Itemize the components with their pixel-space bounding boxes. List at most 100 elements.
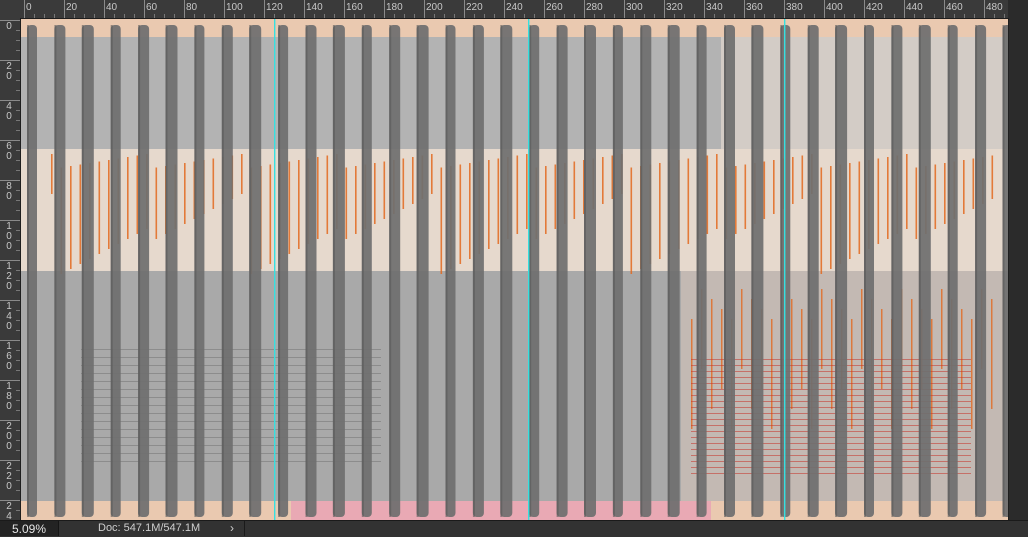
gray-stick-shadow	[445, 25, 448, 517]
ruler-top-minor-tick	[134, 14, 135, 18]
ruler-top-major-tick	[624, 0, 625, 18]
ruler-left-minor-tick	[16, 240, 20, 241]
gray-stick-shadow	[500, 25, 503, 517]
gray-stick-shadow	[249, 25, 252, 517]
ruler-top-minor-tick	[514, 14, 515, 18]
ruler-left-label: 80	[6, 181, 12, 202]
ruler-top-minor-tick	[534, 14, 535, 18]
ruler-top-major-tick	[904, 0, 905, 18]
red-grid-line	[691, 419, 971, 420]
ruler-top-minor-tick	[974, 14, 975, 18]
ruler-top-minor-tick	[254, 14, 255, 18]
ruler-top-minor-tick	[164, 14, 165, 18]
orange-streak-lower	[831, 299, 833, 409]
ruler-left-minor-tick	[16, 230, 20, 231]
ruler-top-label: 300	[626, 2, 643, 13]
ruler-top-label: 60	[146, 2, 158, 13]
orange-streak	[554, 164, 557, 229]
ruler-top-minor-tick	[634, 14, 635, 18]
document-canvas[interactable]	[21, 19, 1008, 520]
orange-streak	[127, 157, 129, 239]
ruler-left-major-tick	[0, 500, 20, 501]
red-grid-line	[691, 413, 971, 414]
orange-streak-lower	[941, 289, 943, 369]
gray-stick	[221, 25, 233, 517]
orange-streak-lower	[881, 309, 883, 389]
ruler-origin-corner[interactable]	[0, 0, 21, 19]
ruler-top-major-tick	[944, 0, 945, 18]
ruler-top-minor-tick	[844, 14, 845, 18]
orange-streak	[469, 163, 471, 259]
ruler-top-minor-tick	[604, 14, 605, 18]
ruler-top-minor-tick	[434, 14, 435, 18]
orange-streak	[630, 167, 633, 274]
ruler-left-minor-tick	[16, 400, 20, 401]
orange-streak	[288, 161, 291, 254]
ruler-left-minor-tick	[16, 330, 20, 331]
gray-stick	[696, 25, 707, 517]
orange-streak	[906, 154, 908, 229]
ruler-top-minor-tick	[474, 14, 475, 18]
ruler-left-minor-tick	[16, 480, 20, 481]
ruler-top-minor-tick	[494, 14, 495, 18]
gray-stick-shadow	[81, 25, 84, 517]
ruler-left-minor-tick	[16, 360, 20, 361]
gray-stick-shadow	[667, 25, 670, 517]
ruler-left-minor-tick	[16, 310, 20, 311]
ruler-left-minor-tick	[16, 170, 20, 171]
ruler-top-label: 0	[26, 2, 32, 13]
ruler-top-major-tick	[24, 0, 25, 18]
ruler-top-minor-tick	[74, 14, 75, 18]
ruler-top-label: 180	[386, 2, 403, 13]
ruler-left-label: 200	[6, 421, 12, 452]
ruler-top-major-tick	[464, 0, 465, 18]
ruler-top-minor-tick	[834, 14, 835, 18]
ruler-left-label: 220	[6, 461, 12, 492]
orange-streak	[193, 161, 196, 219]
ruler-top-minor-tick	[644, 14, 645, 18]
gray-stick-shadow	[332, 25, 335, 517]
orange-streak	[51, 154, 53, 194]
orange-streak	[849, 163, 851, 259]
gray-stick-shadow	[780, 25, 783, 517]
orange-streak	[184, 163, 186, 224]
ruler-top-minor-tick	[364, 14, 365, 18]
ruler-left-minor-tick	[16, 110, 20, 111]
ruler-top-minor-tick	[194, 14, 195, 18]
zoom-level-field[interactable]: 5.09%	[0, 521, 59, 536]
cyan-guide-line	[784, 19, 786, 520]
orange-streak	[516, 155, 519, 234]
ruler-top-minor-tick	[34, 14, 35, 18]
orange-streak	[735, 166, 737, 234]
red-grid-line	[691, 455, 971, 456]
ruler-top-major-tick	[64, 0, 65, 18]
orange-streak	[345, 167, 348, 239]
orange-streak	[887, 157, 889, 239]
ruler-left-minor-tick	[16, 370, 20, 371]
ruler-left-minor-tick	[16, 70, 20, 71]
orange-streak	[602, 157, 604, 204]
ruler-left-minor-tick	[16, 210, 20, 211]
zoom-level-value[interactable]: 5.09%	[12, 522, 47, 536]
gray-stick	[305, 25, 317, 517]
vertical-ruler[interactable]: 0 20 40 60 80 100 120 140 160 180 200 220 240	[0, 18, 21, 520]
gray-stick-shadow	[918, 25, 921, 517]
orange-streak-lower	[721, 309, 723, 389]
gray-stick-shadow	[529, 25, 532, 517]
status-bar: 5.09% Doc: 547.1M/547.1M ›	[0, 520, 1028, 537]
ruler-left-minor-tick	[16, 470, 20, 471]
vertical-scrollbar[interactable]	[1008, 18, 1028, 520]
gray-stick	[445, 25, 456, 517]
ruler-left-minor-tick	[16, 440, 20, 441]
ruler-top-minor-tick	[394, 14, 395, 18]
ruler-top-minor-tick	[764, 14, 765, 18]
ruler-top-label: 440	[906, 2, 923, 13]
gray-stick	[165, 25, 178, 517]
orange-streak	[963, 160, 965, 214]
ruler-top-label: 340	[706, 2, 723, 13]
ruler-top-major-tick	[264, 0, 265, 18]
status-menu-arrow-icon[interactable]: ›	[230, 521, 234, 535]
horizontal-ruler[interactable]: 0 20 40 60 80 100 120 140 160 180 200 220 240 260 280 3…	[20, 0, 1008, 19]
orange-streak	[716, 154, 718, 229]
